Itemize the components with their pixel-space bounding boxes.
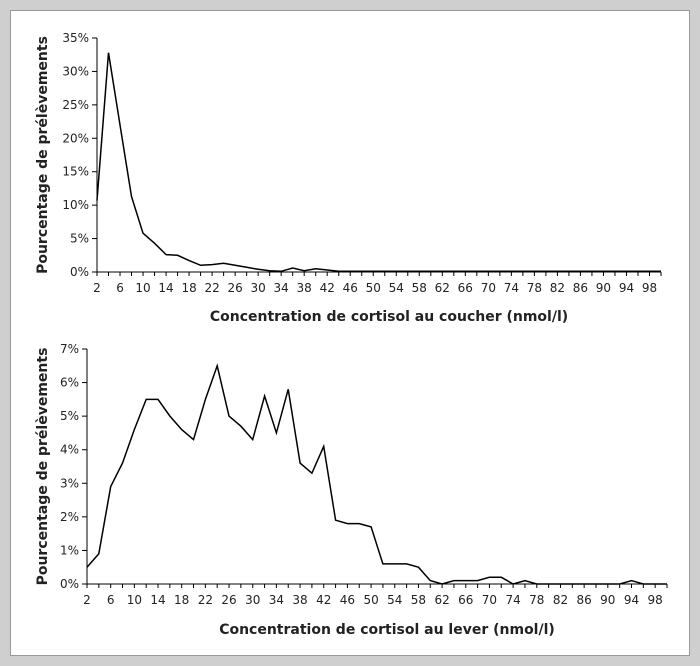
x-tick-label: 70 [481,281,496,295]
x-tick-label: 86 [573,281,588,295]
y-tick-label: 35% [62,31,89,45]
x-tick-label: 54 [387,593,402,607]
x-tick-label: 38 [297,281,312,295]
x-axis-label-lever: Concentration de cortisol au lever (nmol… [219,622,555,638]
x-tick-label: 46 [340,593,355,607]
y-tick-label: 30% [62,64,89,78]
x-axis-label-coucher: Concentration de cortisol au coucher (nm… [210,309,568,325]
x-tick-label: 98 [642,281,657,295]
y-tick-label: 4% [60,443,79,457]
y-tick-label: 6% [60,376,79,390]
x-tick-label: 74 [505,593,520,607]
x-tick-label: 6 [107,593,115,607]
x-tick-label: 86 [577,593,592,607]
y-axis-label-lever: Pourcentage de prélèvements [35,348,51,586]
x-tick-label: 82 [553,593,568,607]
x-tick-label: 30 [245,593,260,607]
x-tick-label: 46 [343,281,358,295]
x-tick-label: 2 [83,593,91,607]
y-tick-label: 5% [70,232,89,246]
x-tick-label: 58 [411,593,426,607]
series-line-coucher [96,52,661,273]
x-tick-label: 22 [204,281,219,295]
x-tick-label: 34 [274,281,289,295]
x-tick-label: 10 [135,281,150,295]
x-tick-label: 50 [363,593,378,607]
x-tick-label: 22 [198,593,213,607]
x-tick-label: 78 [527,281,542,295]
x-tick-label: 90 [600,593,615,607]
y-tick-label: 15% [62,165,89,179]
x-tick-label: 18 [174,593,189,607]
chart-coucher: 0%5%10%15%20%25%30%35% 2 6 10 14 18 22 26 30 34 3… [35,31,662,325]
x-tick-label: 42 [316,593,331,607]
x-tick-label: 2 [93,281,101,295]
x-tick-label: 66 [458,593,473,607]
x-tick-label: 82 [550,281,565,295]
x-ticks-lever: 2 6 10 14 18 22 26 30 34 38 42 46 50 54 58 62 66 70 74 78 82… [83,584,668,607]
y-tick-label: 10% [62,198,89,212]
x-tick-label: 74 [504,281,519,295]
y-tick-label: 2% [60,510,79,524]
x-tick-label: 30 [251,281,266,295]
y-tick-label: 7% [60,342,79,356]
x-tick-label: 10 [127,593,142,607]
chart-canvas: 0%5%10%15%20%25%30%35% 2 6 10 14 18 22 26 30 34 3… [35,31,668,638]
x-tick-label: 62 [435,281,450,295]
y-tick-label: 1% [60,543,79,557]
x-tick-label: 14 [158,281,173,295]
x-tick-label: 66 [458,281,473,295]
x-tick-label: 14 [150,593,165,607]
y-ticks-lever: 0% 1% 2% 3% 4% 5% 6% 7% [60,342,87,591]
chart-lever: 0%1%2%3%4%5%6%7% 2 6 10 14 18 22 26 30 34 38 42 46 5… [35,342,668,638]
x-tick-label: 54 [389,281,404,295]
x-tick-label: 38 [292,593,307,607]
x-tick-label: 6 [116,281,124,295]
x-tick-label: 34 [269,593,284,607]
series-line-lever [86,363,667,585]
y-axis-label-coucher: Pourcentage de prélèvements [35,36,51,274]
y-tick-label: 0% [70,265,89,279]
x-tick-label: 70 [482,593,497,607]
y-tick-label: 3% [60,476,79,490]
figure-panel: 0% 5% 10% 15% 20% 25% 30% 35% 2 6 10 14 18 22 26 30 34 3… [10,10,690,656]
x-tick-label: 26 [221,593,236,607]
x-tick-label: 18 [181,281,196,295]
x-tick-label: 94 [624,593,639,607]
x-tick-label: 58 [412,281,427,295]
x-ticks-coucher: 2 6 10 14 18 22 26 30 34 38 42 46 50 54 58 62 66 70 74 78 82… [93,272,662,295]
x-tick-label: 98 [648,593,663,607]
x-tick-label: 94 [619,281,634,295]
x-tick-label: 90 [596,281,611,295]
x-tick-label: 62 [434,593,449,607]
y-tick-label: 5% [60,409,79,423]
y-tick-label: 25% [62,98,89,112]
x-tick-label: 26 [227,281,242,295]
x-tick-label: 50 [366,281,381,295]
x-tick-label: 42 [320,281,335,295]
y-tick-label: 20% [62,131,89,145]
y-tick-label: 0% [60,577,79,591]
y-ticks-coucher: 0% 5% 10% 15% 20% 25% 30% 35% [62,31,97,279]
x-tick-label: 78 [529,593,544,607]
